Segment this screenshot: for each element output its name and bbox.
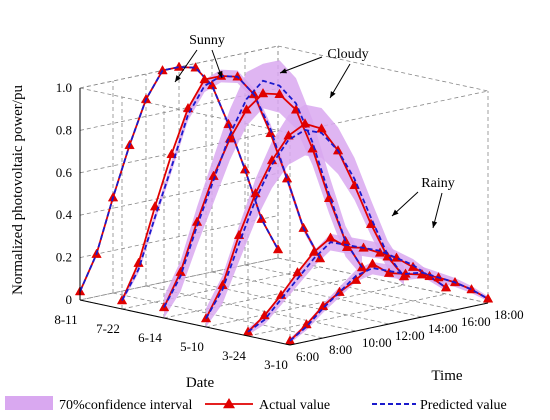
actual-point	[341, 241, 353, 251]
weather-annotations: Sunny Cloudy Rainy	[174, 33, 455, 229]
actual-point	[272, 243, 284, 254]
annotation-arrowhead	[392, 209, 399, 216]
y-tick-label: 0.8	[56, 122, 72, 137]
annotation-arrowhead	[330, 91, 336, 98]
date-tick-label: 6-14	[138, 330, 162, 345]
grid-line	[247, 293, 447, 337]
predicted-line	[289, 267, 489, 342]
annotation-arrow	[279, 56, 323, 74]
y-tick-label: 0.4	[56, 207, 73, 222]
date-tick-label: 7-22	[96, 321, 120, 336]
time-tick-label: 10:00	[362, 335, 392, 350]
legend-label: Actual value	[259, 398, 330, 413]
predicted-line	[79, 66, 279, 292]
grid-line	[205, 284, 405, 328]
predicted-line	[163, 79, 363, 308]
time-tick-label: 16:00	[461, 314, 491, 329]
grid-line	[244, 264, 456, 311]
actual-point	[265, 127, 276, 138]
box-edge	[289, 90, 489, 134]
time-tick-label: 18:00	[494, 307, 524, 322]
actual-point	[292, 266, 303, 277]
actual-point	[239, 164, 251, 174]
date-tick-label: 5-10	[180, 339, 204, 354]
actual-point	[367, 258, 378, 268]
y-tick-label: 1.0	[56, 80, 72, 95]
box-edge	[277, 45, 489, 92]
actual-point	[223, 118, 234, 129]
legend-marker-actual	[223, 398, 235, 409]
annotation-arrowhead	[280, 68, 287, 74]
annotation-arrowhead	[432, 221, 438, 228]
grid-line	[163, 275, 363, 319]
actual-point	[241, 104, 252, 114]
actual-point	[206, 79, 218, 90]
grid-line	[211, 271, 423, 318]
predicted-line	[247, 241, 447, 333]
legend-label: Predicted value	[420, 398, 507, 413]
legend: 70%confidence interval Actual value Predic…	[5, 396, 507, 413]
annotation-rainy: Rainy	[421, 176, 454, 191]
annotation-arrowhead	[217, 71, 223, 78]
y-axis-label: Normalized photovoltaic power/pu	[10, 85, 26, 295]
time-tick-label: 8:00	[329, 342, 352, 357]
date-tick-label: 8-11	[54, 312, 77, 327]
chart-box-front	[79, 88, 489, 346]
actual-point	[274, 88, 285, 98]
actual-point	[257, 87, 269, 98]
actual-point	[199, 73, 210, 84]
annotation-arrow	[329, 63, 351, 99]
date-tick-label: 3-24	[222, 348, 246, 363]
actual-point	[374, 247, 386, 257]
time-tick-label: 12:00	[395, 328, 425, 343]
actual-point	[166, 148, 177, 159]
annotation-arrowhead	[175, 75, 181, 82]
grid-line	[112, 292, 324, 339]
actual-point	[299, 118, 311, 128]
annotation-cloudy: Cloudy	[327, 47, 368, 62]
grid-line	[145, 285, 357, 332]
actual-point	[383, 267, 395, 277]
y-tick-label: 0.2	[56, 250, 72, 265]
x-axis-line	[79, 299, 291, 346]
series-lines	[74, 61, 494, 345]
date-tick-label: 3-10	[264, 357, 288, 372]
legend-swatch-band	[5, 396, 53, 410]
actual-point	[308, 246, 320, 256]
x-axis-label: Date	[186, 375, 215, 391]
tick-labels: 0 0.2 0.4 0.6 0.8 1.0 8-11 7-22 6-14 5-10 3-24 3-10…	[54, 80, 523, 372]
z-axis-line	[289, 302, 489, 346]
legend-label: 70%confidence interval	[59, 398, 192, 413]
y-tick-label: 0.6	[56, 165, 73, 180]
y-tick-label: 0	[66, 292, 73, 307]
time-tick-label: 14:00	[428, 321, 458, 336]
annotation-sunny: Sunny	[189, 33, 225, 48]
confidence-band	[206, 104, 404, 327]
z-axis-label: Time	[431, 368, 462, 384]
confidence-bands	[122, 60, 488, 344]
predicted-line	[205, 129, 405, 319]
actual-point	[283, 130, 294, 140]
time-tick-label: 6:00	[296, 349, 319, 364]
